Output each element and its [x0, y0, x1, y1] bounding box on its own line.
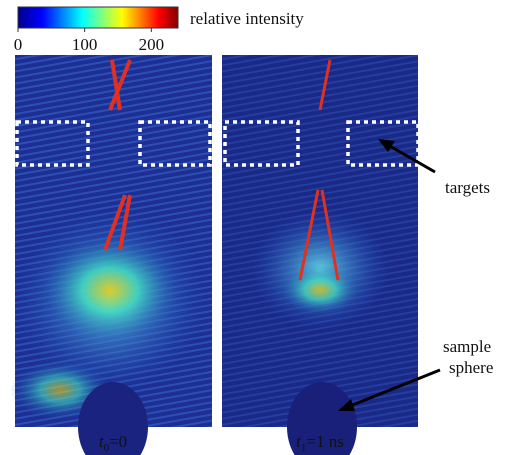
- annotation: sample: [443, 337, 491, 356]
- image-panel: [10, 55, 212, 455]
- image-panel: [222, 55, 420, 455]
- colorbar-tick-label: 100: [72, 35, 98, 54]
- annotation: sphere: [449, 358, 493, 377]
- panel-caption: t0=0: [99, 432, 127, 454]
- colorbar: [17, 6, 179, 29]
- arrow: [338, 368, 441, 411]
- colorbar-tick-label: 0: [14, 35, 23, 54]
- panel-caption: t1=1 ns: [296, 432, 344, 454]
- arrow: [378, 139, 436, 174]
- colorbar-label: relative intensity: [190, 9, 304, 28]
- colorbar-tick-label: 200: [139, 35, 165, 54]
- annotation: targets: [445, 178, 490, 197]
